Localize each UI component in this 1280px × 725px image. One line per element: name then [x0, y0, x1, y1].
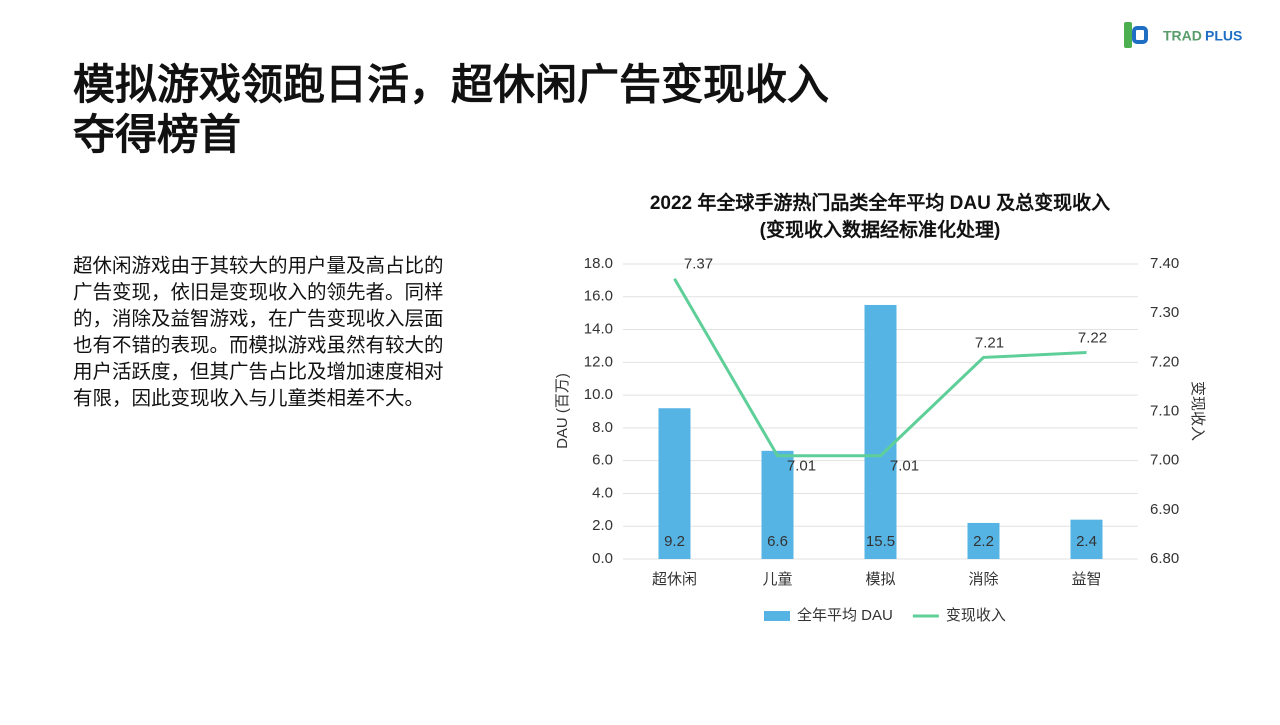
body-text: 的，消除及益智游戏，在广告变现收入层面 [73, 308, 444, 330]
line-value-label: 7.22 [1078, 329, 1107, 346]
y-tick-label: 10.0 [584, 386, 613, 403]
body-text: 有限，因此变现收入与儿童类相差不大。 [73, 388, 424, 410]
y-tick-label: 14.0 [584, 321, 613, 338]
x-tick-label: 超休闲 [652, 571, 697, 588]
y2-tick-label: 7.10 [1150, 402, 1179, 419]
legend-label: 全年平均 DAU [797, 606, 893, 624]
bar-value-label: 2.4 [1076, 533, 1097, 550]
bar-value-label: 6.6 [767, 533, 788, 550]
x-tick-label: 消除 [968, 571, 998, 588]
x-tick-label: 模拟 [865, 571, 895, 588]
y-tick-label: 0.0 [592, 550, 613, 567]
y-tick-label: 6.0 [592, 452, 613, 469]
y-tick-label: 2.0 [592, 517, 613, 534]
body-text: 用户活跃度，但其广告占比及增加速度相对 [73, 361, 444, 383]
bar [1070, 519, 1103, 559]
y2-axis-label: 变现收入 [1189, 381, 1206, 441]
y-tick-label: 12.0 [584, 353, 613, 370]
bar [864, 304, 897, 559]
y2-tick-label: 6.80 [1150, 550, 1179, 567]
x-tick-label: 儿童 [762, 570, 792, 588]
slide-title: 模拟游戏领跑日活，超休闲广告变现收入 [73, 61, 829, 108]
y-tick-label: 8.0 [592, 419, 613, 436]
y2-tick-label: 7.40 [1150, 255, 1179, 272]
y-axis-label: DAU (百万) [554, 373, 571, 449]
legend-label: 变现收入 [946, 607, 1006, 624]
bar-value-label: 2.2 [973, 533, 994, 550]
y-tick-label: 16.0 [584, 288, 613, 305]
y2-tick-label: 7.00 [1150, 452, 1179, 469]
y2-tick-label: 6.90 [1150, 501, 1179, 518]
body-text: 超休闲游戏由于其较大的用户量及高占比的 [73, 255, 444, 277]
bar [967, 522, 1000, 559]
x-tick-label: 益智 [1071, 570, 1101, 588]
logo-text: TRAD [1163, 28, 1202, 44]
logo-icon [1132, 26, 1148, 44]
line-value-label: 7.37 [684, 256, 713, 273]
logo-icon [1124, 22, 1132, 48]
bar [658, 408, 691, 559]
y-tick-label: 18.0 [584, 255, 613, 272]
chart-title: 2022 年全球手游热门品类全年平均 DAU 及总变现收入 [650, 191, 1110, 214]
logo: TRAD PLUS [1124, 22, 1242, 48]
bar-value-label: 15.5 [866, 533, 895, 550]
bar [761, 450, 794, 559]
body-text: 广告变现，依旧是变现收入的领先者。同样 [73, 282, 444, 304]
body-text: 也有不错的表现。而模拟游戏虽然有较大的 [73, 335, 444, 357]
logo-text: PLUS [1205, 28, 1242, 44]
y-tick-label: 4.0 [592, 484, 613, 501]
legend-swatch [764, 611, 790, 621]
bar-value-label: 9.2 [664, 533, 685, 550]
slide-title: 夺得榜首 [73, 111, 241, 158]
line-value-label: 7.01 [787, 458, 816, 475]
y2-tick-label: 7.20 [1150, 353, 1179, 370]
line [673, 277, 1087, 458]
chart-subtitle: (变现收入数据经标准化处理) [760, 218, 1001, 241]
line-value-label: 7.01 [890, 458, 919, 475]
line-value-label: 7.21 [975, 334, 1004, 351]
y2-tick-label: 7.30 [1150, 304, 1179, 321]
